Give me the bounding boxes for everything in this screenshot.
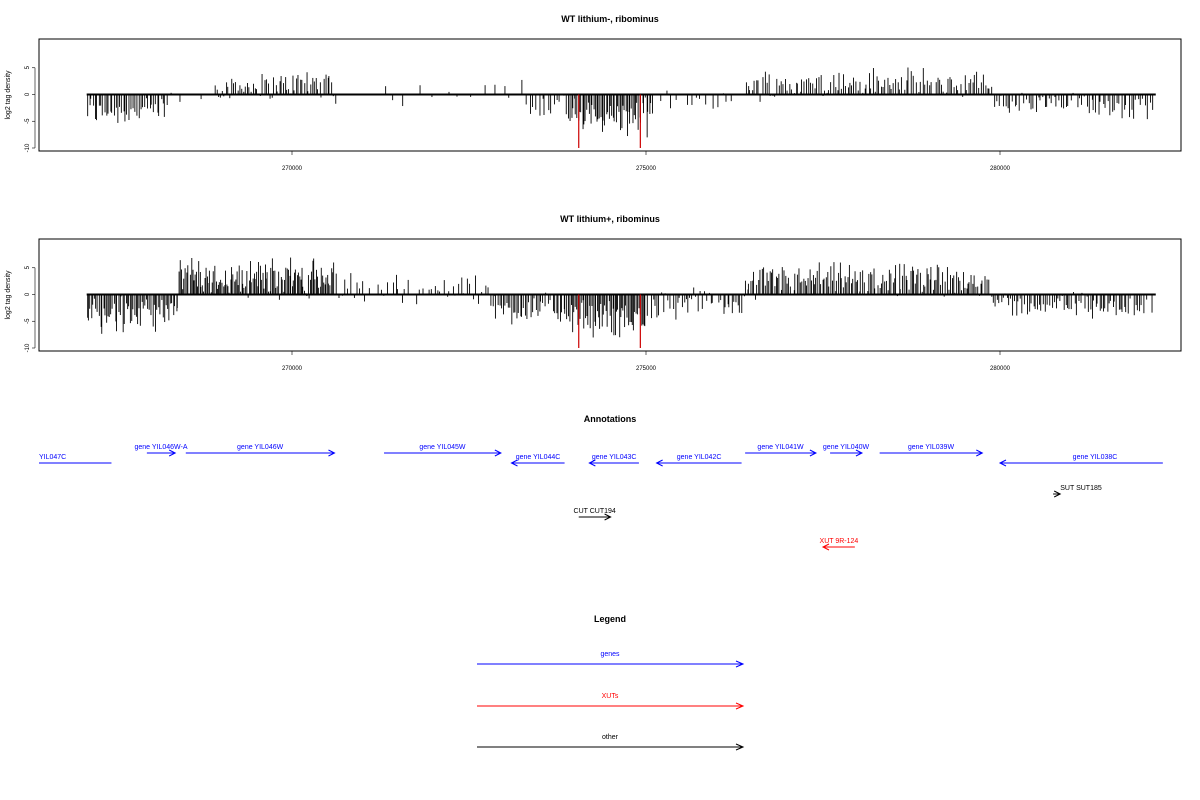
feature-label: gene YIL046W	[237, 444, 284, 451]
feature-cut-cut194: CUT CUT194	[574, 508, 616, 521]
x-tick-label: 270000	[282, 366, 303, 372]
arrow-head	[809, 449, 818, 457]
chart-title: WT lithium+, ribominus	[560, 214, 660, 224]
feature-gene-yil046w: gene YIL046W	[185, 444, 336, 457]
arrow-head	[328, 449, 336, 457]
feature-gene-yil045w: gene YIL045W	[384, 444, 502, 457]
y-tick-label: -10	[25, 343, 31, 352]
legend-label: genes	[600, 651, 620, 658]
plot-frame	[38, 238, 1182, 352]
plot-frame	[38, 38, 1182, 152]
track-panel: WT lithium-, ribominus -10 -5 0 5 log2 tag de…	[5, 14, 1182, 172]
arrow-head	[976, 449, 984, 457]
feature-label: gene YIL038C	[1073, 454, 1118, 461]
legend-label: XUTs	[602, 693, 619, 700]
feature-gene-yil041w: gene YIL041W	[745, 444, 818, 457]
feature-label: XUT 9R-124	[820, 538, 859, 545]
x-tick-label: 275000	[636, 366, 657, 372]
feature-label: YIL047C	[39, 454, 66, 461]
legend: Legend genes XUTs other	[477, 614, 745, 751]
arrow-head	[494, 449, 502, 457]
chart-title: WT lithium-, ribominus	[561, 14, 659, 24]
x-tick-label: 270000	[282, 166, 303, 172]
feature-label: gene YIL044C	[516, 454, 561, 461]
feature-label: gene YIL046W-A	[134, 444, 187, 451]
feature-sut-sut185: SUT SUT185	[1053, 485, 1102, 498]
arrow-head	[855, 449, 864, 457]
y-tick-label: 5	[25, 65, 31, 69]
feature-label: gene YIL041W	[757, 444, 804, 451]
y-tick-label: -5	[25, 118, 31, 124]
arrow-head	[168, 449, 177, 457]
feature-label: gene YIL043C	[592, 454, 637, 461]
y-tick-label: 5	[25, 265, 31, 269]
feature-gene-yil039w: gene YIL039W	[879, 444, 984, 457]
feature-yil047c: YIL047C	[39, 454, 112, 464]
annotations-title: Annotations	[584, 414, 637, 424]
feature-label: gene YIL039W	[908, 444, 955, 451]
x-tick-label: 275000	[636, 166, 657, 172]
feature-label: CUT CUT194	[574, 508, 616, 515]
legend-title: Legend	[594, 614, 626, 624]
feature-gene-yil040w: gene YIL040W	[823, 444, 870, 457]
feature-label: SUT SUT185	[1060, 485, 1102, 492]
feature-label: gene YIL042C	[677, 454, 722, 461]
feature-gene-yil044c: gene YIL044C	[510, 454, 565, 467]
y-axis-label: log2 tag density	[5, 270, 12, 320]
feature-label: gene YIL040W	[823, 444, 870, 451]
arrow-head	[588, 459, 596, 467]
y-tick-label: 0	[25, 92, 31, 96]
feature-xut-9r-124: XUT 9R-124	[820, 538, 859, 551]
y-tick-label: 0	[25, 292, 31, 296]
arrow-head	[510, 459, 518, 467]
arrow-head	[821, 543, 830, 551]
arrow-head	[1053, 490, 1062, 498]
arrow-head	[604, 513, 612, 521]
arrow-head	[998, 459, 1007, 467]
arrow-head	[735, 743, 745, 751]
x-tick-label: 280000	[990, 166, 1011, 172]
y-axis-label: log2 tag density	[5, 70, 12, 120]
track-panel: WT lithium+, ribominus -10 -5 0 5 log2 tag de…	[5, 214, 1182, 372]
legend-label: other	[602, 734, 619, 741]
feature-label: gene YIL045W	[419, 444, 466, 451]
y-tick-label: -10	[25, 143, 31, 152]
arrow-head	[735, 702, 745, 710]
x-tick-label: 280000	[990, 366, 1011, 372]
arrow-head	[735, 660, 745, 668]
arrow-head	[655, 459, 663, 467]
annotations-panel: Annotations YIL047C gene YIL046W-A gene YIL…	[39, 414, 1163, 551]
feature-gene-yil046w-a: gene YIL046W-A	[134, 444, 188, 457]
y-tick-label: -5	[25, 318, 31, 324]
feature-gene-yil038c: gene YIL038C	[998, 454, 1163, 467]
feature-gene-yil043c: gene YIL043C	[588, 454, 639, 467]
feature-gene-yil042c: gene YIL042C	[655, 454, 742, 467]
